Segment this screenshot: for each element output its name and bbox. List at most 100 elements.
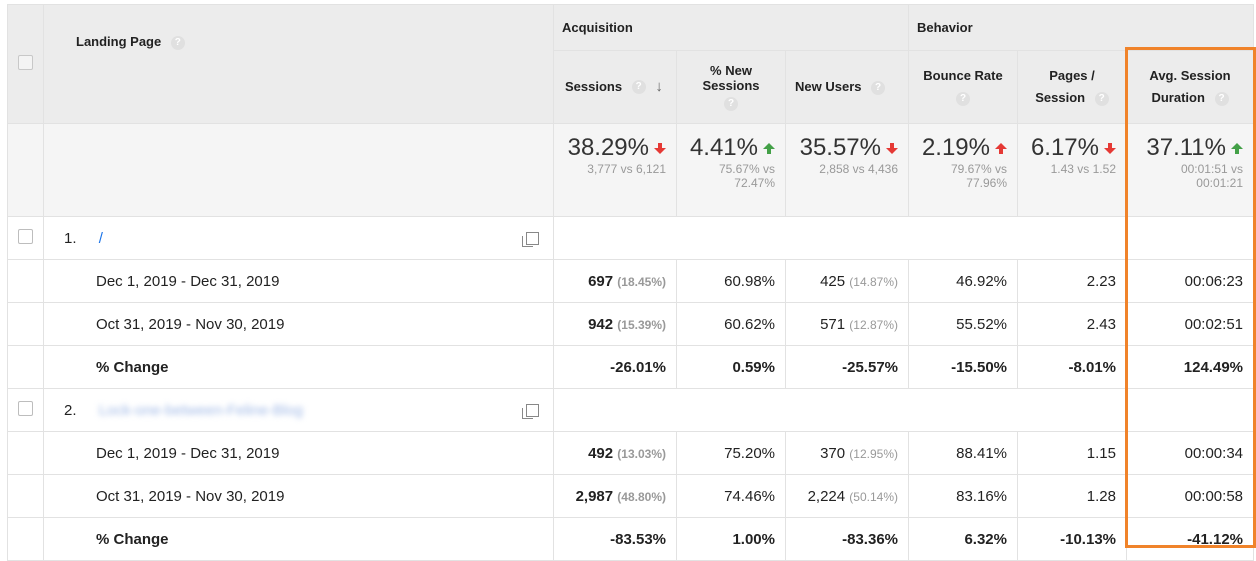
sessions-cell: 2,987 (48.80%) bbox=[553, 474, 677, 518]
pages-session-header-line2: Session bbox=[1035, 90, 1086, 105]
period-label: Dec 1, 2019 - Dec 31, 2019 bbox=[43, 259, 554, 303]
summary-avg-duration-compare-2: 00:01:21 bbox=[1196, 176, 1243, 190]
new-users-value: 370 bbox=[820, 444, 846, 462]
sessions-value: 697 bbox=[588, 272, 614, 290]
trend-up-icon bbox=[1231, 143, 1243, 155]
new-users-header-label: New Users bbox=[795, 79, 862, 94]
new-sessions-change: 0.59% bbox=[676, 345, 786, 389]
empty-cell bbox=[7, 517, 44, 561]
new-users-cell: 370 (12.95%) bbox=[785, 431, 909, 475]
help-icon[interactable]: ? bbox=[170, 35, 185, 50]
empty-cell bbox=[7, 302, 44, 346]
summary-new-users-value: 35.57% bbox=[799, 134, 881, 161]
sessions-column-header[interactable]: Sessions ? ↓ bbox=[553, 50, 677, 124]
pct-new-sessions-column-header[interactable]: % New Sessions ? bbox=[676, 50, 786, 124]
new-users-column-header[interactable]: New Users ? bbox=[785, 50, 909, 124]
sessions-change: -83.53% bbox=[553, 517, 677, 561]
summary-new-users: 35.57% 2,858 vs 4,436 bbox=[785, 123, 909, 217]
trend-down-icon bbox=[654, 143, 666, 155]
summary-bounce-rate-compare-1: 79.67% vs bbox=[950, 162, 1007, 176]
table-row: % Change -26.01% 0.59% -25.57% -15.50% -… bbox=[7, 345, 1254, 389]
avg-duration-cell: 00:06:23 bbox=[1126, 259, 1254, 303]
avg-duration-change: 124.49% bbox=[1126, 345, 1254, 389]
open-in-new-window-icon[interactable] bbox=[522, 403, 539, 419]
new-users-cell: 571 (12.87%) bbox=[785, 302, 909, 346]
summary-sessions-compare: 3,777 vs 6,121 bbox=[587, 162, 666, 176]
summary-pages-session-compare: 1.43 vs 1.52 bbox=[1050, 162, 1116, 176]
sessions-pct: (13.03%) bbox=[617, 446, 666, 461]
landing-page-link[interactable]: / bbox=[98, 229, 103, 247]
change-label: % Change bbox=[43, 345, 554, 389]
landing-page-link[interactable]: Lock-one-between-Feline-Blog bbox=[98, 401, 303, 419]
new-sessions-cell: 75.20% bbox=[676, 431, 786, 475]
row-rank: 2. bbox=[64, 401, 77, 419]
landing-page-header[interactable]: Landing Page ? bbox=[43, 4, 554, 124]
pct-new-sessions-header-line1: % New bbox=[710, 63, 752, 79]
avg-duration-header-line1: Avg. Session bbox=[1149, 68, 1231, 83]
summary-label-cell bbox=[43, 123, 554, 217]
summary-pct-new-sessions-compare-1: 75.67% vs bbox=[718, 162, 775, 176]
select-all-checkbox[interactable] bbox=[18, 55, 33, 70]
new-users-change: -83.36% bbox=[785, 517, 909, 561]
help-icon[interactable]: ? bbox=[631, 80, 646, 95]
row-checkbox-cell bbox=[7, 388, 44, 432]
summary-checkbox-cell bbox=[7, 123, 44, 217]
row-checkbox[interactable] bbox=[18, 400, 33, 416]
open-in-new-window-icon[interactable] bbox=[522, 231, 539, 247]
help-icon[interactable]: ? bbox=[1214, 91, 1229, 106]
sessions-header-label: Sessions bbox=[565, 78, 623, 94]
bounce-rate-cell: 88.41% bbox=[908, 431, 1018, 475]
sort-descending-icon[interactable]: ↓ bbox=[655, 78, 663, 96]
select-all-cell bbox=[7, 4, 44, 124]
avg-session-duration-column-header[interactable]: Avg. Session Duration ? bbox=[1126, 50, 1254, 124]
new-sessions-cell: 60.98% bbox=[676, 259, 786, 303]
new-users-cell: 425 (14.87%) bbox=[785, 259, 909, 303]
row-checkbox[interactable] bbox=[18, 228, 33, 244]
summary-avg-duration-value: 37.11% bbox=[1146, 134, 1226, 161]
bounce-rate-header-label: Bounce Rate bbox=[923, 68, 1003, 83]
new-users-pct: (12.95%) bbox=[849, 446, 898, 461]
period-label: Oct 31, 2019 - Nov 30, 2019 bbox=[43, 302, 554, 346]
change-label: % Change bbox=[43, 517, 554, 561]
bounce-rate-cell: 46.92% bbox=[908, 259, 1018, 303]
sessions-change: -26.01% bbox=[553, 345, 677, 389]
row-checkbox-cell bbox=[7, 216, 44, 260]
empty-cell bbox=[7, 345, 44, 389]
empty-cell bbox=[553, 388, 1254, 432]
new-sessions-cell: 60.62% bbox=[676, 302, 786, 346]
summary-pages-session-value: 6.17% bbox=[1030, 134, 1099, 161]
help-icon[interactable]: ? bbox=[871, 80, 886, 95]
sessions-cell: 492 (13.03%) bbox=[553, 431, 677, 475]
row-rank: 1. bbox=[64, 229, 77, 247]
summary-bounce-rate: 2.19% 79.67% vs 77.96% bbox=[908, 123, 1018, 217]
summary-bounce-rate-compare-2: 77.96% bbox=[966, 176, 1007, 190]
new-users-value: 425 bbox=[820, 272, 846, 290]
summary-bounce-rate-value: 2.19% bbox=[921, 134, 990, 161]
empty-cell bbox=[553, 216, 1254, 260]
sessions-pct: (48.80%) bbox=[617, 489, 666, 504]
pct-new-sessions-header-line2: Sessions bbox=[702, 78, 760, 94]
summary-new-users-compare: 2,858 vs 4,436 bbox=[819, 162, 898, 176]
summary-avg-duration: 37.11% 00:01:51 vs 00:01:21 bbox=[1126, 123, 1254, 217]
help-icon[interactable]: ? bbox=[956, 91, 970, 106]
new-users-value: 571 bbox=[820, 315, 846, 333]
behavior-group-header: Behavior bbox=[908, 4, 1254, 51]
landing-page-report-table: Landing Page ? Acquisition Behavior Sess… bbox=[7, 4, 1254, 561]
summary-pct-new-sessions-compare-2: 72.47% bbox=[734, 176, 775, 190]
table-row: % Change -83.53% 1.00% -83.36% 6.32% -10… bbox=[7, 517, 1254, 561]
sessions-pct: (18.45%) bbox=[617, 274, 666, 289]
trend-down-icon bbox=[886, 143, 898, 155]
bounce-rate-column-header[interactable]: Bounce Rate ? bbox=[908, 50, 1018, 124]
avg-duration-header-line2: Duration bbox=[1151, 90, 1205, 105]
pages-session-cell: 2.43 bbox=[1017, 302, 1127, 346]
help-icon[interactable]: ? bbox=[724, 96, 738, 111]
pages-session-change: -10.13% bbox=[1017, 517, 1127, 561]
pages-session-header-line1: Pages / bbox=[1049, 68, 1095, 83]
new-users-pct: (50.14%) bbox=[849, 489, 898, 504]
summary-pct-new-sessions: 4.41% 75.67% vs 72.47% bbox=[676, 123, 786, 217]
pages-session-column-header[interactable]: Pages / Session ? bbox=[1017, 50, 1127, 124]
pages-session-cell: 2.23 bbox=[1017, 259, 1127, 303]
help-icon[interactable]: ? bbox=[1094, 91, 1109, 106]
summary-sessions-value: 38.29% bbox=[567, 134, 649, 161]
table-row: Dec 1, 2019 - Dec 31, 2019 492 (13.03%) … bbox=[7, 431, 1254, 475]
